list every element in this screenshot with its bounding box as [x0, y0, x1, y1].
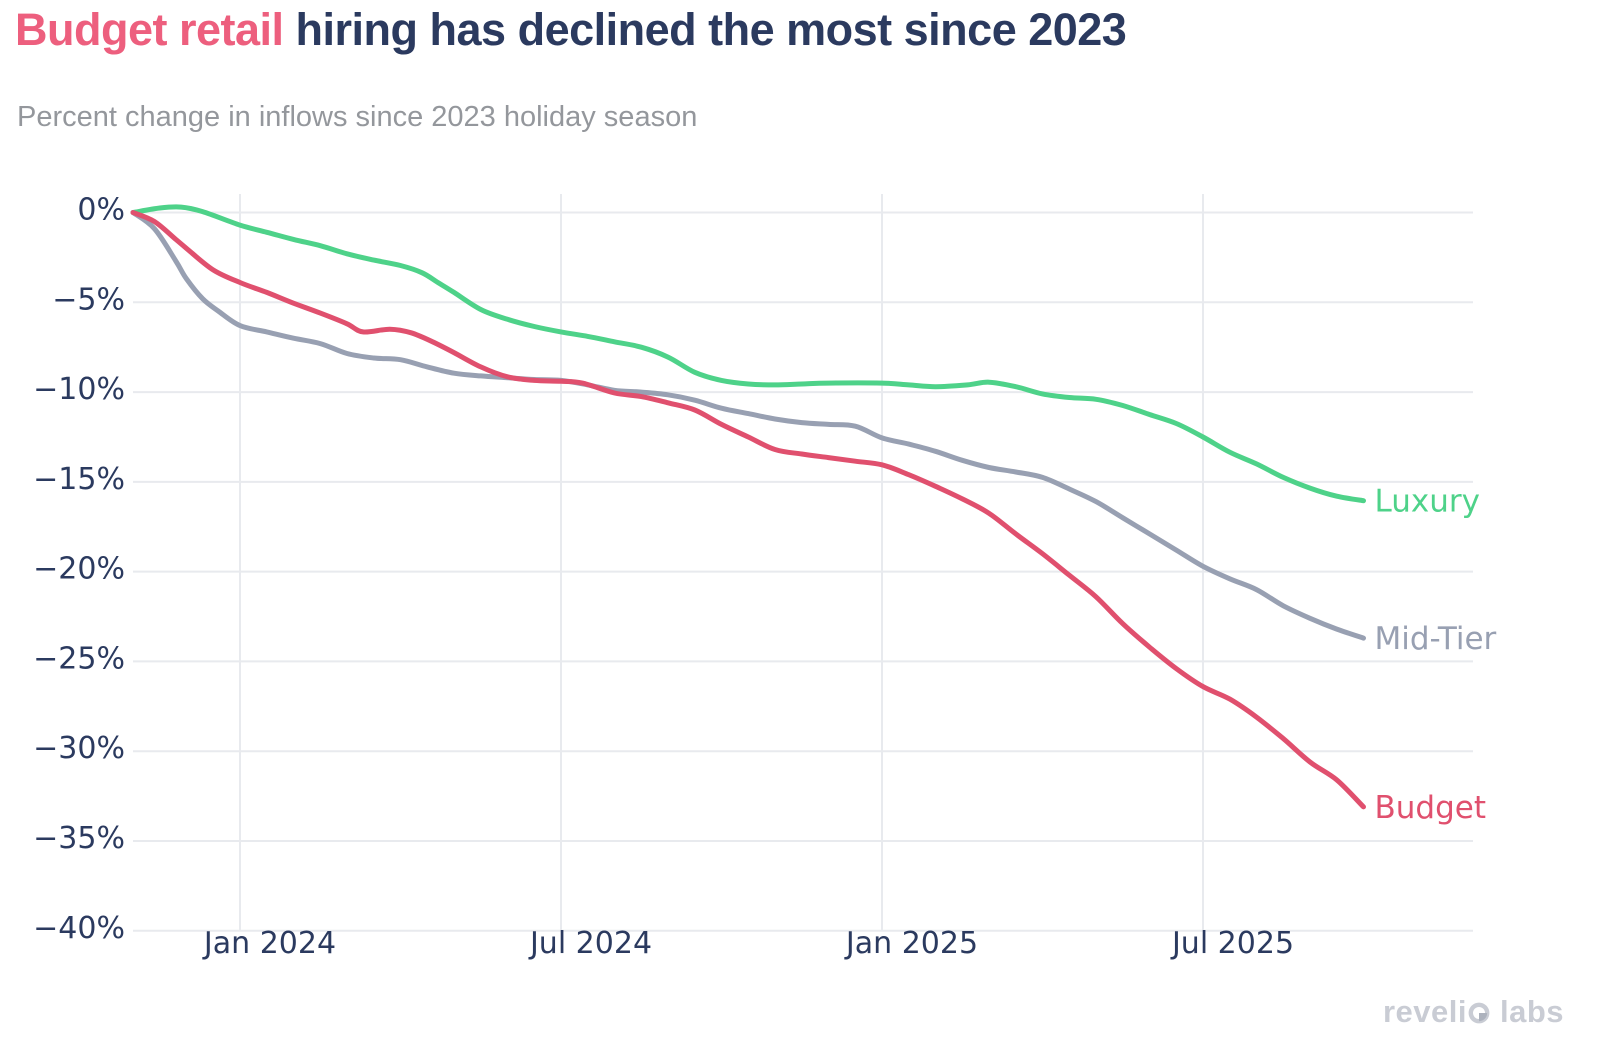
revelio-eye-o-icon — [1468, 1002, 1490, 1024]
series-line-mid-tier — [130, 210, 1366, 641]
y-tick-label: −10% — [33, 372, 125, 407]
title-rest: hiring has declined the most since 2023 — [283, 4, 1127, 55]
y-tick-label: −40% — [33, 911, 125, 946]
series-line-budget — [130, 210, 1366, 810]
y-tick-label: −20% — [33, 552, 125, 587]
y-tick-label: −5% — [52, 282, 125, 317]
x-tick-label: Jul 2024 — [528, 926, 652, 961]
y-tick-label: −25% — [33, 641, 125, 676]
x-tick-label: Jan 2024 — [202, 926, 336, 961]
revelio-labs-logo: reveli labs — [1383, 994, 1564, 1030]
x-tick-label: Jul 2025 — [1170, 926, 1294, 961]
series-label-luxury: Luxury — [1375, 484, 1480, 520]
series-line-luxury — [130, 204, 1366, 504]
logo-text-reveli: reveli — [1382, 994, 1467, 1029]
logo-text-labs: labs — [1499, 994, 1564, 1029]
y-tick-label: 0% — [77, 193, 125, 228]
x-tick-label: Jan 2025 — [844, 926, 978, 961]
series-label-budget: Budget — [1375, 790, 1487, 826]
series-label-mid-tier: Mid-Tier — [1375, 621, 1497, 657]
y-tick-label: −15% — [33, 462, 125, 497]
chart-subtitle: Percent change in inflows since 2023 hol… — [17, 101, 698, 133]
y-tick-label: −35% — [33, 821, 125, 856]
title-highlight: Budget retail — [15, 4, 284, 55]
chart-title: Budget retail hiring has declined the mo… — [15, 4, 1127, 56]
y-tick-label: −30% — [33, 731, 125, 766]
